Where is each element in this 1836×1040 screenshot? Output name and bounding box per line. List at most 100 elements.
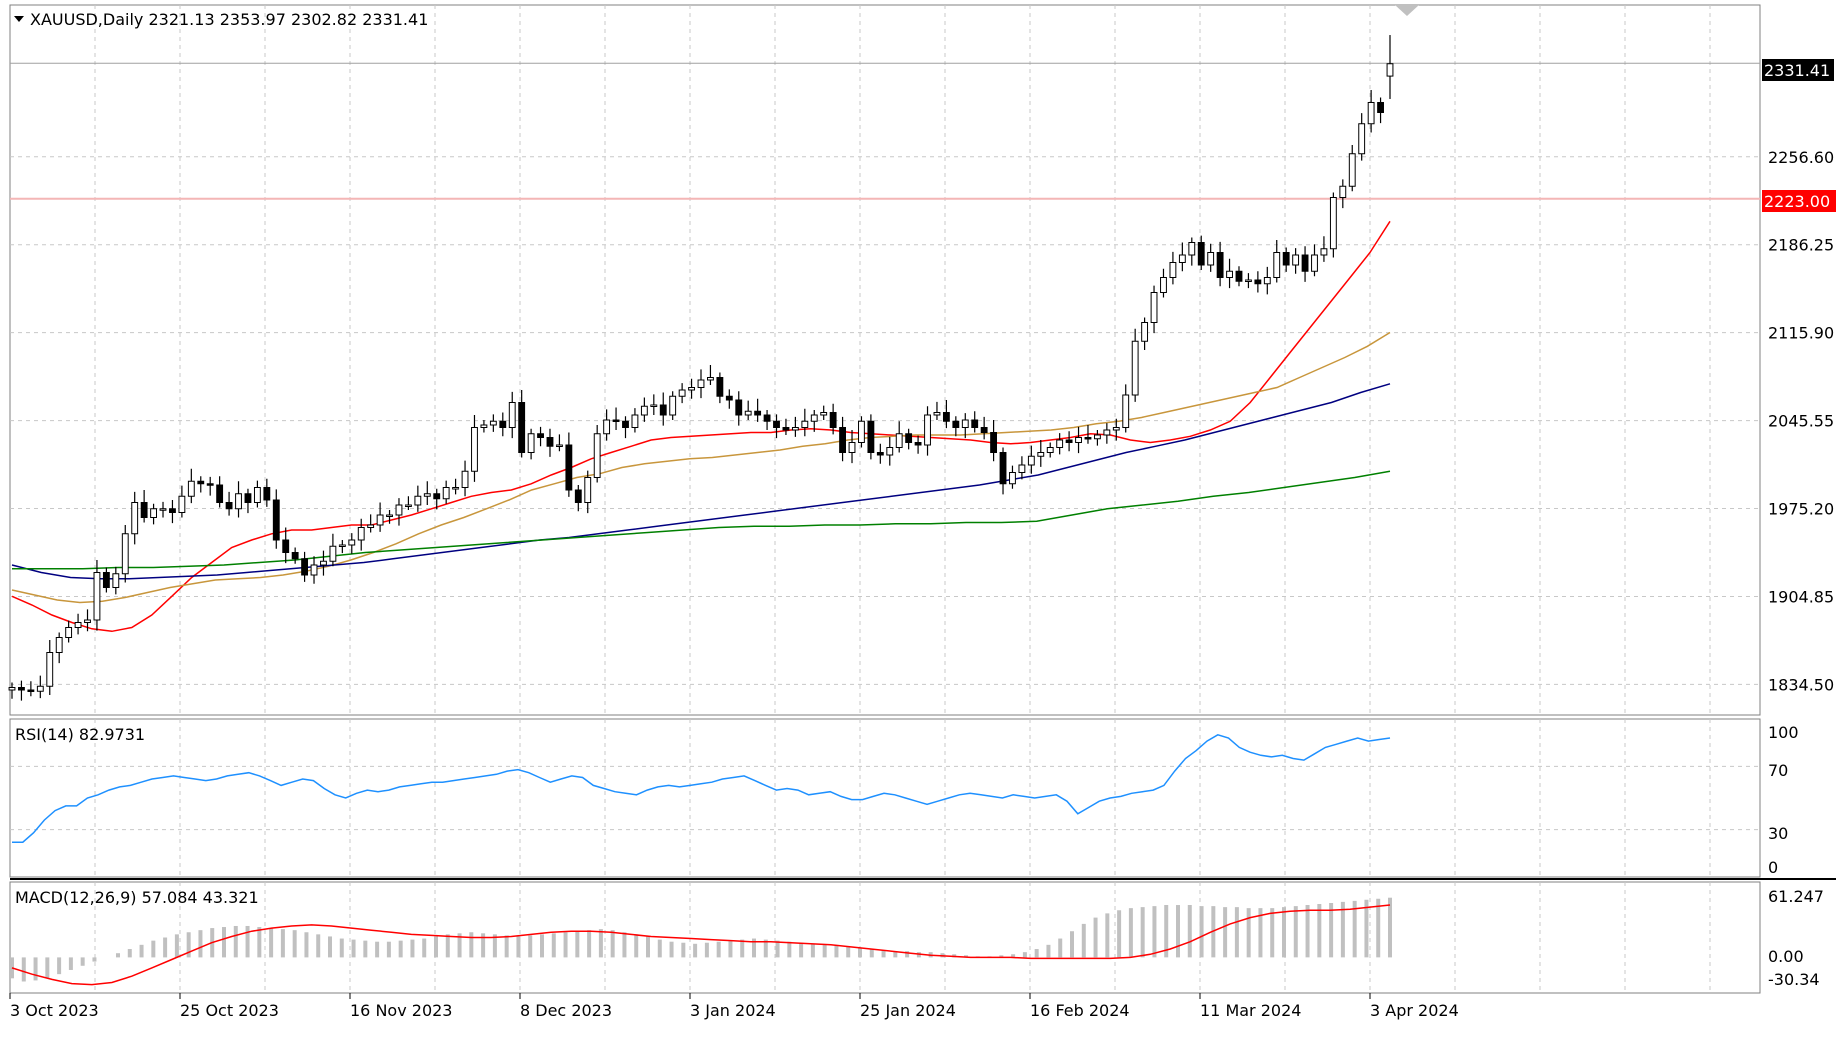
macd	[10, 897, 1392, 986]
candle-body	[178, 495, 186, 513]
rsi-level-100: 100	[1768, 723, 1799, 742]
candle-body	[1235, 270, 1243, 282]
candle-body	[93, 572, 101, 621]
candle-body	[1301, 254, 1309, 272]
candle-body	[933, 412, 941, 416]
candle-body	[820, 412, 828, 416]
candle-body	[1188, 242, 1196, 256]
candle-body	[829, 412, 837, 428]
candle-body	[1226, 270, 1233, 278]
candle-body	[376, 514, 384, 526]
candle-body	[102, 572, 110, 588]
candle-body	[895, 433, 903, 448]
candle-body	[640, 405, 648, 416]
candle-body	[593, 433, 601, 478]
candle-body	[442, 487, 450, 500]
candle-body	[1169, 262, 1177, 278]
candle-body	[867, 420, 875, 453]
candle-body	[810, 414, 818, 422]
candle-body	[744, 410, 752, 416]
candle-body	[754, 410, 762, 416]
rsi-level-30: 30	[1768, 824, 1788, 843]
candle-body	[1009, 472, 1016, 485]
header-dropdown-icon[interactable]	[14, 16, 24, 22]
price-tick-label: 1904.85	[1768, 587, 1834, 606]
candle-body	[1018, 464, 1026, 473]
candle-body	[565, 444, 573, 491]
candle-body	[1178, 254, 1186, 263]
candle-body	[480, 424, 488, 428]
main-header: XAUUSD,Daily 2321.13 2353.97 2302.82 233…	[30, 10, 428, 29]
candle-body	[1263, 277, 1271, 285]
candle-body	[914, 442, 922, 446]
candle-body	[121, 533, 129, 575]
candle-body	[603, 419, 611, 435]
candle-body	[131, 502, 139, 535]
time-tick-label: 11 Mar 2024	[1200, 1001, 1301, 1020]
ma-line-ma-orange	[11, 331, 1391, 604]
candle-body	[791, 427, 799, 431]
candle-body	[338, 544, 346, 547]
candle-body	[612, 419, 620, 422]
rsi-series-line	[12, 733, 1391, 843]
level-tag	[1762, 190, 1836, 212]
candle-body	[678, 389, 686, 397]
time-tick-label: 8 Dec 2023	[520, 1001, 612, 1020]
candle-body	[1273, 252, 1281, 278]
time-axis: 3 Oct 2023 25 Oct 2023 16 Nov 2023 8 Dec 20…	[9, 993, 1459, 1020]
candle-body	[1282, 252, 1290, 266]
rsi-level-70: 70	[1768, 761, 1788, 780]
candle-body	[1112, 427, 1120, 431]
price-axis: 2256.60 2186.25 2115.90 2045.55 1975.20 1904.…	[1768, 148, 1834, 695]
candle-body	[1093, 434, 1101, 440]
candle-body	[1207, 252, 1215, 266]
candle-body	[253, 487, 261, 503]
candle-body	[1037, 452, 1045, 457]
candle-body	[1122, 394, 1130, 428]
candle-body	[858, 420, 865, 443]
time-tick-label: 25 Oct 2023	[180, 1001, 279, 1020]
ma-line-ma-red	[11, 220, 1391, 633]
candle-body	[423, 493, 431, 497]
candle-body	[112, 573, 120, 588]
candle-body	[707, 377, 714, 381]
candle-body	[1027, 455, 1035, 466]
current-price-tag	[1762, 59, 1834, 81]
candle-body	[631, 414, 639, 428]
ma-line-ma-green	[12, 470, 1391, 570]
candle-body	[1377, 102, 1384, 113]
candle-body	[18, 687, 25, 691]
price-tick-label: 1834.50	[1768, 675, 1834, 694]
candle-body	[763, 414, 771, 422]
candle-body	[782, 427, 790, 431]
candle-body	[414, 495, 422, 506]
candle-body	[206, 483, 214, 486]
candle-body	[357, 527, 365, 541]
candle-body	[980, 427, 988, 433]
candle-body	[876, 452, 884, 456]
candle-body	[735, 399, 743, 416]
time-tick-label: 16 Nov 2023	[350, 1001, 452, 1020]
candle-body	[1244, 279, 1252, 282]
candle-body	[1131, 340, 1139, 396]
candle-body	[272, 499, 280, 541]
candle-body	[1367, 102, 1375, 125]
candle-body	[1160, 277, 1167, 293]
candle-body	[235, 493, 242, 510]
candle-body	[1075, 437, 1082, 443]
chart-shift-marker[interactable]	[1395, 5, 1419, 16]
candle-body	[187, 480, 195, 497]
price-tick-label: 1975.20	[1768, 500, 1834, 519]
macd-level-max: 61.247	[1768, 887, 1824, 906]
candle-body	[329, 545, 337, 562]
candle-body	[452, 487, 460, 490]
time-tick-label: 3 Apr 2024	[1370, 1001, 1459, 1020]
candle-body	[244, 493, 252, 503]
candle-body	[574, 489, 582, 503]
candle-body	[197, 480, 205, 485]
candle-body	[386, 514, 393, 517]
candle-body	[159, 508, 167, 511]
candle-body	[1065, 439, 1073, 443]
candle-body	[1084, 437, 1092, 440]
candle-body	[839, 427, 847, 453]
